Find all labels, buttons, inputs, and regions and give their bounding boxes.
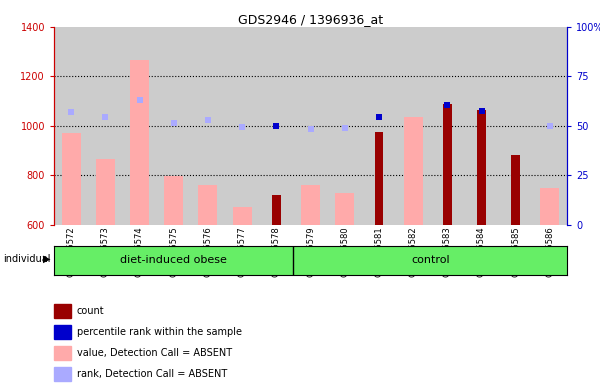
Point <box>67 109 76 115</box>
Point <box>101 114 110 120</box>
Text: ▶: ▶ <box>43 254 50 264</box>
Bar <box>199 185 217 225</box>
Point <box>238 124 247 130</box>
Bar <box>541 187 559 225</box>
Bar <box>62 133 80 225</box>
Point <box>374 114 384 120</box>
Point <box>169 120 179 126</box>
Title: GDS2946 / 1396936_at: GDS2946 / 1396936_at <box>238 13 383 26</box>
Point <box>203 116 213 122</box>
Bar <box>96 159 115 225</box>
Bar <box>511 156 520 225</box>
Point <box>272 123 281 129</box>
Text: value, Detection Call = ABSENT: value, Detection Call = ABSENT <box>77 348 232 358</box>
Text: diet-induced obese: diet-induced obese <box>120 255 227 265</box>
Bar <box>130 60 149 225</box>
Bar <box>272 195 281 225</box>
Text: individual: individual <box>3 254 50 264</box>
Bar <box>477 110 486 225</box>
Bar <box>374 132 383 225</box>
Point <box>134 97 145 103</box>
Bar <box>335 192 354 225</box>
Bar <box>404 117 422 225</box>
Text: rank, Detection Call = ABSENT: rank, Detection Call = ABSENT <box>77 369 227 379</box>
Bar <box>233 207 251 225</box>
Point <box>477 108 487 114</box>
Bar <box>301 185 320 225</box>
Bar <box>164 176 183 225</box>
Text: control: control <box>411 255 449 265</box>
Bar <box>443 104 452 225</box>
Point <box>443 102 452 108</box>
Point <box>340 125 350 131</box>
Text: count: count <box>77 306 104 316</box>
Point <box>545 123 555 129</box>
Point <box>306 126 316 132</box>
Text: percentile rank within the sample: percentile rank within the sample <box>77 327 242 337</box>
